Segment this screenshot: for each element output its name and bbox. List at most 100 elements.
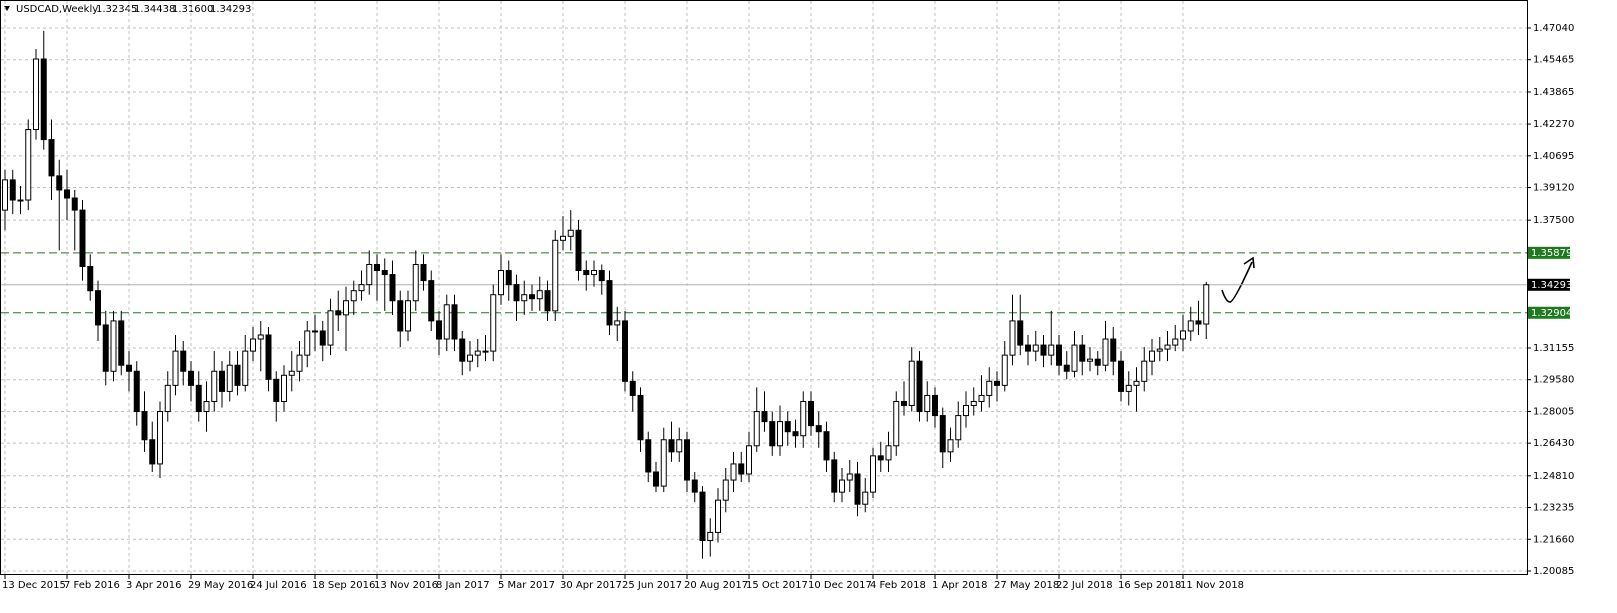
candle-body: [1040, 344, 1047, 356]
y-tick-label: 1.47040: [1533, 23, 1574, 34]
ohlc-close: 1.34293: [210, 4, 251, 15]
candle-body: [1079, 344, 1086, 362]
candle-body: [645, 439, 652, 473]
candle-body: [877, 455, 884, 461]
candle-body: [203, 400, 210, 413]
candle-body: [1203, 284, 1210, 325]
candle-body: [1172, 338, 1179, 346]
candle-body: [629, 380, 636, 396]
candle-body: [691, 479, 698, 493]
y-tick-label: 1.42270: [1533, 119, 1574, 130]
candle-body: [319, 330, 326, 346]
candle-body: [126, 364, 132, 372]
candle-body: [296, 354, 303, 372]
candle-body: [1048, 344, 1055, 356]
candle-body: [552, 239, 559, 312]
candle-body: [637, 394, 644, 441]
candle-body: [1071, 344, 1078, 372]
x-tick-label: 30 Apr 2017: [560, 580, 622, 591]
candle-body: [343, 300, 349, 316]
arrow-annotation: [1221, 256, 1255, 303]
candle-body: [71, 197, 78, 211]
level-label: 1.32904: [1531, 308, 1572, 319]
candle-body: [374, 263, 380, 272]
candle-body: [474, 350, 481, 356]
candle-body: [823, 431, 830, 461]
level-label-box: [1528, 246, 1570, 259]
candle-body: [389, 274, 396, 302]
x-tick-label: 13 Dec 2015: [2, 580, 66, 591]
y-tick-label: 1.43865: [1533, 87, 1574, 98]
candle-body: [405, 300, 411, 332]
candle-body: [730, 463, 737, 481]
x-tick-label: 1 Apr 2018: [932, 580, 987, 591]
candle-body: [490, 294, 497, 352]
candle-body: [33, 58, 39, 131]
y-tick-label: 1.45465: [1533, 55, 1574, 66]
candle-body: [157, 411, 163, 465]
candle-body: [366, 263, 373, 286]
candle-body: [327, 310, 334, 346]
candle-body: [622, 320, 628, 382]
candle-body: [521, 294, 528, 302]
candle-body: [459, 338, 466, 362]
candle-body: [443, 304, 450, 340]
current-price-box: [1528, 278, 1570, 291]
x-tick-label: 25 Jun 2017: [622, 580, 682, 591]
candle-body: [17, 199, 24, 202]
y-tick-label: 1.24810: [1533, 471, 1574, 482]
candle-body: [428, 280, 435, 322]
candle-body: [1102, 338, 1109, 366]
y-tick-label: 1.28005: [1533, 406, 1574, 417]
x-tick-label: 11 Nov 2018: [1180, 580, 1244, 591]
candle-body: [467, 354, 473, 362]
candle-body: [25, 129, 32, 201]
x-tick-label: 22 Jul 2018: [1056, 580, 1113, 591]
candle-body: [986, 380, 993, 396]
candle-body: [358, 284, 365, 292]
candle-body: [1180, 330, 1186, 340]
candle-body: [141, 411, 148, 441]
y-tick-label: 1.37500: [1533, 215, 1574, 226]
candle-body: [1009, 320, 1016, 356]
symbol: USDCAD,Weekly: [16, 4, 98, 15]
x-tick-label: 10 Dec 2017: [808, 580, 872, 591]
y-tick-label: 1.31155: [1533, 343, 1574, 354]
candle-body: [242, 350, 249, 386]
candle-body: [482, 350, 489, 353]
plot-frame: [0, 0, 1528, 575]
candle-body: [947, 439, 954, 453]
candle-body: [854, 473, 861, 505]
candle-body: [916, 360, 923, 413]
candle-body: [118, 320, 125, 366]
candle-body: [505, 270, 512, 286]
candle-body: [133, 370, 140, 413]
y-tick-label: 1.29580: [1533, 375, 1574, 386]
candle-body: [513, 284, 520, 302]
ohlc-low: 1.31600: [172, 4, 213, 15]
candle-body: [715, 499, 721, 533]
candle-body: [885, 445, 892, 461]
x-tick-label: 27 May 2018: [994, 580, 1059, 591]
candle-body: [870, 455, 876, 493]
candle-body: [420, 263, 427, 282]
candle-body: [1063, 364, 1070, 372]
candle-body: [994, 380, 1000, 386]
candle-body: [1087, 358, 1093, 362]
candle-body: [955, 415, 962, 441]
candle-body: [335, 310, 342, 316]
candle-body: [660, 439, 667, 487]
candle-body: [1025, 344, 1031, 352]
candle-body: [699, 491, 706, 541]
candle-body: [777, 421, 783, 447]
x-tick-label: 13 Nov 2016: [374, 580, 438, 591]
y-tick-label: 1.26430: [1533, 438, 1574, 449]
candle-body: [95, 290, 101, 326]
candle-body: [1149, 350, 1155, 362]
x-tick-label: 8 Jan 2017: [436, 580, 490, 591]
candle-body: [862, 491, 869, 505]
candle-body: [746, 445, 752, 475]
candle-body: [40, 58, 47, 141]
candle-body: [1187, 320, 1194, 332]
candle-body: [792, 431, 799, 437]
